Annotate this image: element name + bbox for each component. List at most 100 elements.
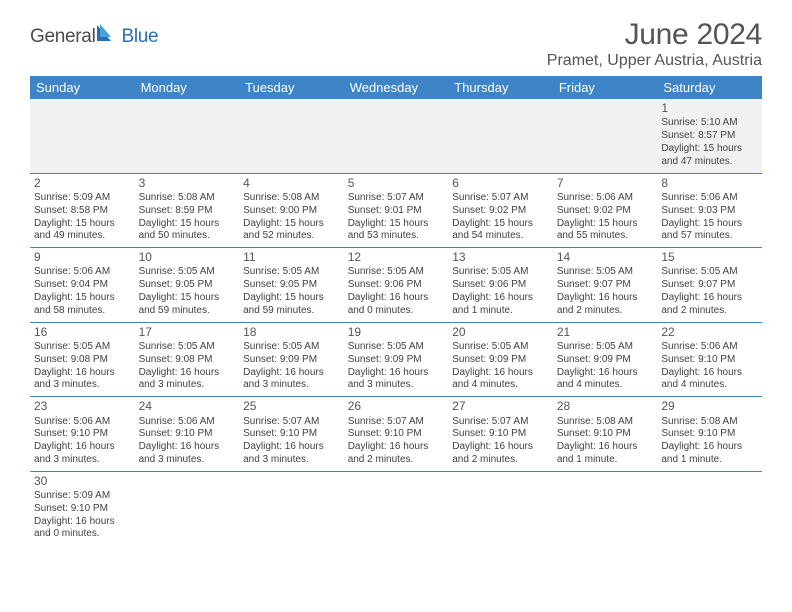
logo-sail-icon: [97, 24, 117, 47]
day-number: 15: [661, 250, 758, 265]
day-number: 16: [34, 325, 131, 340]
day-detail-line: Sunrise: 5:05 AM: [34, 341, 131, 354]
calendar-day-cell: 14Sunrise: 5:05 AMSunset: 9:07 PMDayligh…: [553, 248, 658, 323]
day-detail-line: Daylight: 16 hours: [139, 367, 236, 380]
day-number: 19: [348, 325, 445, 340]
day-detail-line: Sunrise: 5:07 AM: [452, 192, 549, 205]
calendar-week-row: 23Sunrise: 5:06 AMSunset: 9:10 PMDayligh…: [30, 397, 762, 472]
calendar-body: 1Sunrise: 5:10 AMSunset: 8:57 PMDaylight…: [30, 99, 762, 545]
calendar-day-cell: 29Sunrise: 5:08 AMSunset: 9:10 PMDayligh…: [657, 397, 762, 472]
calendar-day-cell: 7Sunrise: 5:06 AMSunset: 9:02 PMDaylight…: [553, 173, 658, 248]
day-detail-line: Daylight: 16 hours: [661, 292, 758, 305]
day-detail-line: Sunrise: 5:05 AM: [348, 266, 445, 279]
day-number: 1: [661, 101, 758, 116]
day-detail-line: Sunrise: 5:06 AM: [139, 416, 236, 429]
day-detail-line: Sunrise: 5:05 AM: [557, 266, 654, 279]
day-detail-line: and 0 minutes.: [348, 305, 445, 318]
day-detail-line: Sunset: 8:59 PM: [139, 205, 236, 218]
day-detail-line: Sunrise: 5:05 AM: [348, 341, 445, 354]
day-detail-line: and 2 minutes.: [348, 454, 445, 467]
day-detail-line: Daylight: 15 hours: [34, 292, 131, 305]
day-detail-line: Sunset: 9:10 PM: [243, 428, 340, 441]
day-number: 5: [348, 176, 445, 191]
calendar-day-cell: 1Sunrise: 5:10 AMSunset: 8:57 PMDaylight…: [657, 99, 762, 173]
day-detail-line: and 58 minutes.: [34, 305, 131, 318]
day-detail-line: Sunset: 9:02 PM: [452, 205, 549, 218]
day-detail-line: Daylight: 16 hours: [348, 292, 445, 305]
day-detail-line: Sunrise: 5:10 AM: [661, 117, 758, 130]
day-number: 13: [452, 250, 549, 265]
calendar-day-cell: 18Sunrise: 5:05 AMSunset: 9:09 PMDayligh…: [239, 322, 344, 397]
calendar-day-cell: [553, 471, 658, 545]
day-detail-line: Daylight: 15 hours: [243, 218, 340, 231]
page-title: June 2024: [547, 18, 762, 52]
day-detail-line: Daylight: 16 hours: [34, 441, 131, 454]
day-detail-line: Daylight: 15 hours: [661, 143, 758, 156]
day-detail-line: Sunset: 9:10 PM: [34, 503, 131, 516]
day-detail-line: Daylight: 15 hours: [557, 218, 654, 231]
day-detail-line: and 3 minutes.: [243, 379, 340, 392]
day-detail-line: Daylight: 16 hours: [348, 367, 445, 380]
calendar-week-row: 9Sunrise: 5:06 AMSunset: 9:04 PMDaylight…: [30, 248, 762, 323]
day-detail-line: Sunset: 9:09 PM: [452, 354, 549, 367]
day-detail-line: Sunset: 9:04 PM: [34, 279, 131, 292]
day-detail-line: Sunrise: 5:07 AM: [452, 416, 549, 429]
calendar-day-cell: 2Sunrise: 5:09 AMSunset: 8:58 PMDaylight…: [30, 173, 135, 248]
day-detail-line: and 3 minutes.: [348, 379, 445, 392]
day-of-week-header: Tuesday: [239, 76, 344, 99]
day-detail-line: and 4 minutes.: [661, 379, 758, 392]
day-detail-line: and 49 minutes.: [34, 230, 131, 243]
day-number: 2: [34, 176, 131, 191]
day-detail-line: and 53 minutes.: [348, 230, 445, 243]
day-detail-line: Daylight: 16 hours: [452, 292, 549, 305]
calendar-day-cell: 23Sunrise: 5:06 AMSunset: 9:10 PMDayligh…: [30, 397, 135, 472]
calendar-day-cell: 3Sunrise: 5:08 AMSunset: 8:59 PMDaylight…: [135, 173, 240, 248]
day-detail-line: and 59 minutes.: [139, 305, 236, 318]
day-number: 10: [139, 250, 236, 265]
day-detail-line: Sunrise: 5:06 AM: [34, 266, 131, 279]
day-detail-line: Daylight: 16 hours: [34, 367, 131, 380]
day-number: 26: [348, 399, 445, 414]
calendar-day-cell: 13Sunrise: 5:05 AMSunset: 9:06 PMDayligh…: [448, 248, 553, 323]
day-number: 23: [34, 399, 131, 414]
day-detail-line: Sunset: 9:09 PM: [557, 354, 654, 367]
day-number: 4: [243, 176, 340, 191]
day-number: 20: [452, 325, 549, 340]
day-detail-line: Sunrise: 5:05 AM: [661, 266, 758, 279]
calendar-day-cell: 24Sunrise: 5:06 AMSunset: 9:10 PMDayligh…: [135, 397, 240, 472]
day-detail-line: Sunrise: 5:05 AM: [139, 266, 236, 279]
day-of-week-header: Saturday: [657, 76, 762, 99]
day-number: 14: [557, 250, 654, 265]
day-detail-line: and 3 minutes.: [34, 454, 131, 467]
day-detail-line: and 3 minutes.: [139, 454, 236, 467]
day-detail-line: Sunrise: 5:07 AM: [243, 416, 340, 429]
day-detail-line: and 3 minutes.: [34, 379, 131, 392]
day-detail-line: Sunset: 8:57 PM: [661, 130, 758, 143]
day-detail-line: Daylight: 16 hours: [661, 367, 758, 380]
day-detail-line: and 2 minutes.: [557, 305, 654, 318]
day-number: 22: [661, 325, 758, 340]
day-number: 7: [557, 176, 654, 191]
day-detail-line: Sunset: 9:03 PM: [661, 205, 758, 218]
day-detail-line: Daylight: 16 hours: [243, 441, 340, 454]
day-detail-line: Daylight: 16 hours: [452, 367, 549, 380]
day-detail-line: Daylight: 15 hours: [661, 218, 758, 231]
day-number: 21: [557, 325, 654, 340]
calendar-week-row: 2Sunrise: 5:09 AMSunset: 8:58 PMDaylight…: [30, 173, 762, 248]
day-detail-line: Sunset: 9:10 PM: [661, 428, 758, 441]
day-detail-line: Sunrise: 5:05 AM: [557, 341, 654, 354]
day-detail-line: and 4 minutes.: [452, 379, 549, 392]
day-number: 11: [243, 250, 340, 265]
calendar-day-cell: [657, 471, 762, 545]
day-number: 29: [661, 399, 758, 414]
day-detail-line: Sunset: 9:06 PM: [348, 279, 445, 292]
day-number: 24: [139, 399, 236, 414]
brand-logo: General Blue: [30, 24, 158, 48]
day-of-week-header: Monday: [135, 76, 240, 99]
day-detail-line: Sunrise: 5:08 AM: [243, 192, 340, 205]
day-detail-line: Sunset: 9:10 PM: [348, 428, 445, 441]
calendar-day-cell: [239, 99, 344, 173]
day-detail-line: and 3 minutes.: [139, 379, 236, 392]
calendar-day-cell: 12Sunrise: 5:05 AMSunset: 9:06 PMDayligh…: [344, 248, 449, 323]
day-detail-line: Sunrise: 5:08 AM: [557, 416, 654, 429]
